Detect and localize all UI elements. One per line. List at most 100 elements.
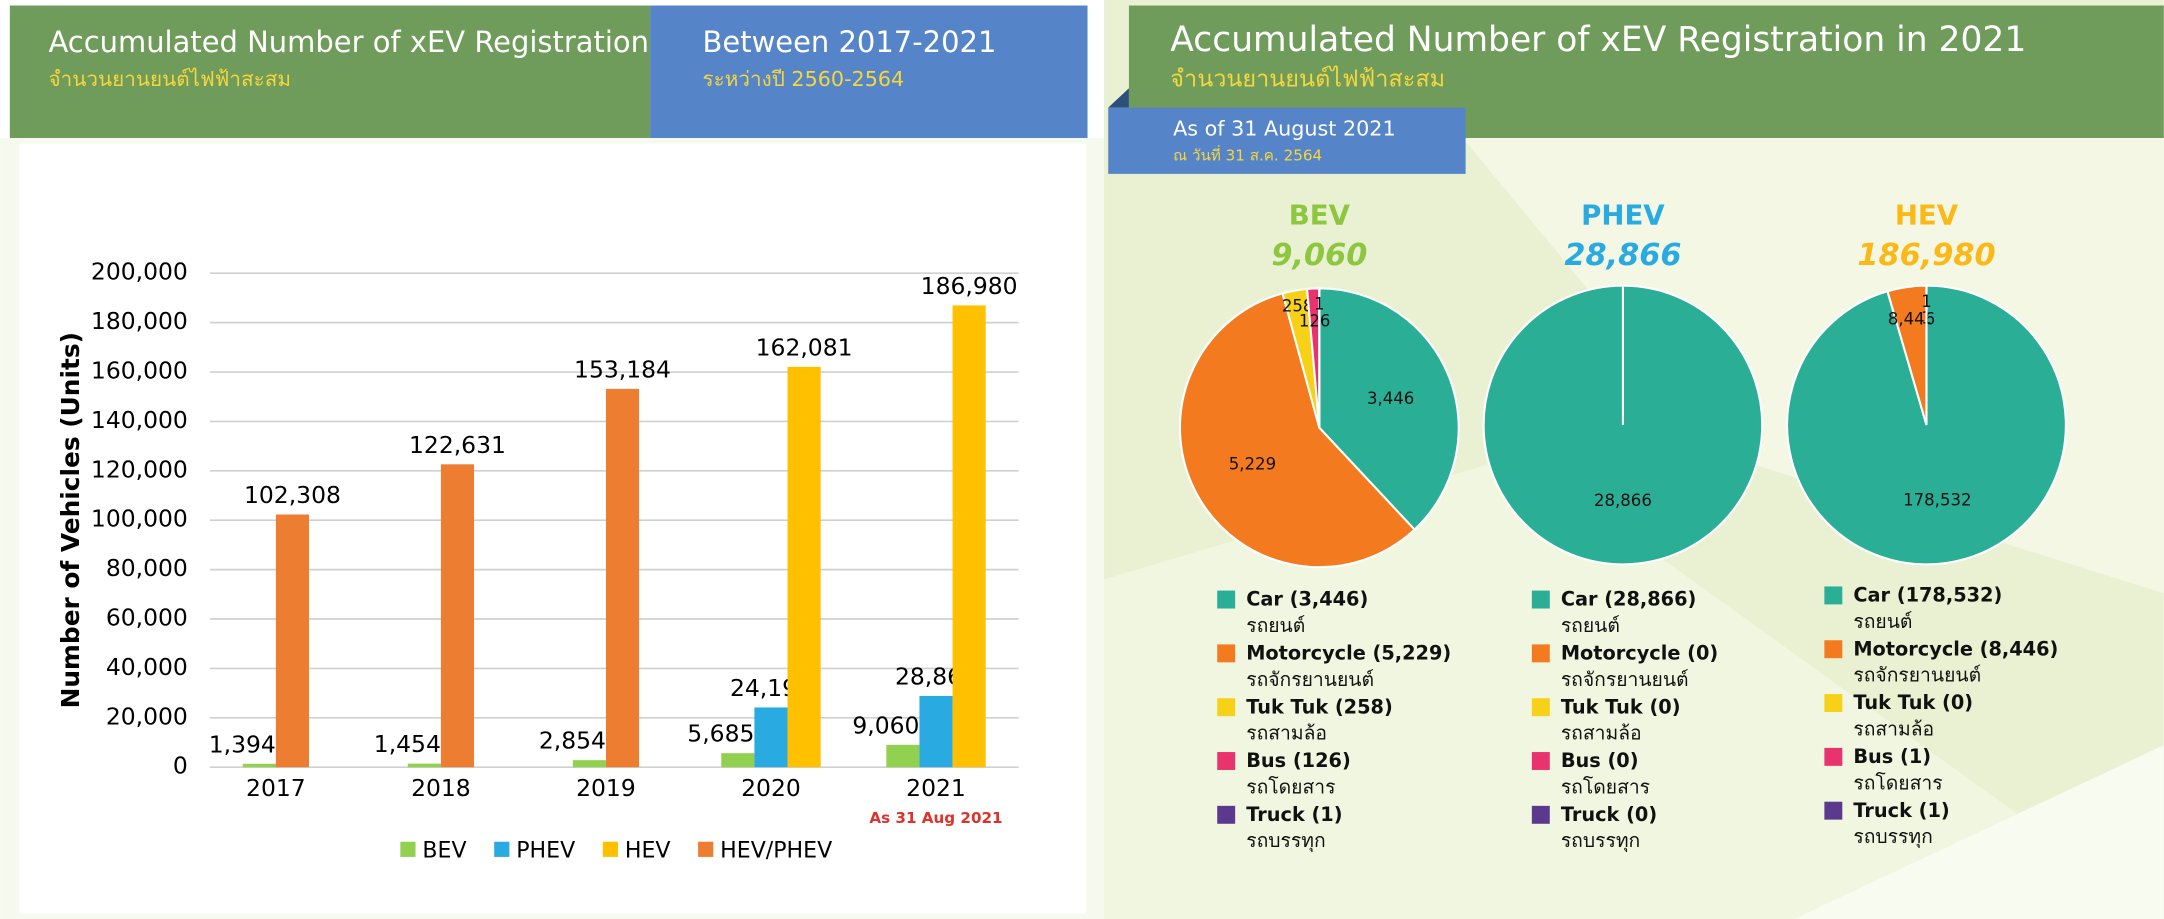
pie-slice [1178,292,1416,569]
legend-swatch [1531,698,1550,717]
legend-note: รถยนต์ [1561,614,1620,637]
legend-label: Truck (1) [1853,799,1949,822]
period-subtitle: ระหว่างปี 2560-2564 [703,67,905,91]
legend-swatch [1824,640,1843,659]
bar [242,763,276,768]
legend-swatch [400,841,416,857]
slice-label: 28,866 [1594,491,1652,510]
pie-title: HEV [1895,199,1959,232]
y-tick-label: 80,000 [106,554,188,582]
legend-label: BEV [422,838,466,863]
legend-label: HEV/PHEV [720,838,832,863]
y-tick-label: 160,000 [91,357,188,385]
legend-swatch [1824,586,1843,605]
header-left [9,5,651,138]
y-tick-label: 100,000 [91,505,188,533]
legend-swatch [1217,752,1236,770]
slice-label: 1 [1921,292,1932,311]
legend-label: Motorcycle (5,229) [1246,642,1451,665]
bar [440,464,475,768]
slice-label: 178,532 [1903,490,1971,509]
legend-note: รถสามล้อ [1561,722,1642,745]
pie-slice [1786,284,2067,566]
slice-label: 3,446 [1367,389,1414,408]
legend-label: Truck (1) [1246,803,1342,826]
pie-total: 9,060 [1271,238,1367,273]
left-card [19,143,1087,914]
legend-label: Car (3,446) [1246,588,1368,611]
legend-swatch [1824,694,1843,713]
legend-swatch [1824,801,1843,820]
value-label: 5,685 [687,720,754,748]
y-tick-label: 60,000 [106,604,188,632]
legend-note: รถโดยสาร [1561,775,1650,798]
legend-label: Bus (1) [1853,745,1931,768]
bar [572,760,606,768]
value-label: 122,631 [409,431,506,459]
legend-swatch [1217,644,1236,663]
slice-label: 258 [1282,297,1314,316]
x-tick-label: 2020 [741,774,801,802]
legend-note: รถสามล้อ [1853,717,1934,740]
bg-shape [1794,745,2164,919]
legend-swatch [1217,590,1236,609]
pie-title: BEV [1289,199,1351,232]
legend-label: PHEV [516,838,575,863]
y-tick-label: 180,000 [91,307,188,335]
legend-label: Truck (0) [1561,803,1657,826]
legend-swatch [1824,747,1843,766]
legend-note: รถยนต์ [1853,610,1912,633]
y-tick-label: 20,000 [106,702,188,730]
ribbon-fold [1108,88,1129,108]
legend-note: รถบรรทุก [1853,825,1932,849]
slice-label: 5,229 [1229,455,1276,474]
y-tick-label: 200,000 [91,258,188,286]
bar [605,388,640,768]
bg-shape [1104,455,2164,919]
value-label: 9,060 [852,711,919,739]
legend-note: รถบรรทุก [1561,829,1640,853]
legend-note: รถโดยสาร [1246,775,1335,798]
legend-note: รถโดยสาร [1853,771,1942,794]
legend-swatch [494,841,510,857]
pie-total: 28,866 [1564,238,1681,273]
legend-swatch [1531,590,1550,609]
bar [721,753,755,768]
legend-swatch [602,841,618,857]
value-label: 1,454 [374,730,441,758]
value-label: 186,980 [921,272,1018,300]
bar [952,305,986,768]
value-label: 2,854 [539,727,606,755]
legend-label: Motorcycle (0) [1561,642,1718,665]
x-tick-label: 2017 [246,774,306,802]
slice-label: 8,446 [1888,310,1935,329]
pie-slice [1318,287,1460,532]
asof-box [1108,107,1466,174]
legend-label: Car (178,532) [1853,584,2002,607]
bar [754,707,788,768]
y-tick-label: 40,000 [106,653,188,681]
x-tick-label: 2019 [576,774,636,802]
legend-note: รถบรรทุก [1246,829,1325,853]
legend-label: Motorcycle (8,446) [1853,637,2058,660]
legend-label: Bus (126) [1246,749,1351,772]
bar [919,695,953,768]
y-axis-label: Number of Vehicles (Units) [56,332,85,708]
annotation: As 31 Aug 2021 [869,809,1002,827]
legend-swatch [1217,805,1236,824]
legend-note: รถจักรยานยนต์ [1853,664,1981,687]
legend-note: รถจักรยานยนต์ [1246,668,1374,691]
legend-note: รถยนต์ [1246,614,1305,637]
legend-label: Tuk Tuk (0) [1561,695,1681,718]
right-title: Accumulated Number of xEV Registration i… [1170,20,2026,60]
right-subtitle: จำนวนยานยนต์ไฟฟ้าสะสม [1170,65,1445,93]
x-tick-label: 2021 [906,774,966,802]
legend-swatch [1531,644,1550,663]
x-tick-label: 2018 [411,774,471,802]
y-tick-label: 0 [173,752,188,780]
legend-label: Tuk Tuk (0) [1853,691,1973,714]
bar [407,763,441,768]
legend-swatch [1217,698,1236,717]
legend-label: Tuk Tuk (258) [1246,695,1393,718]
